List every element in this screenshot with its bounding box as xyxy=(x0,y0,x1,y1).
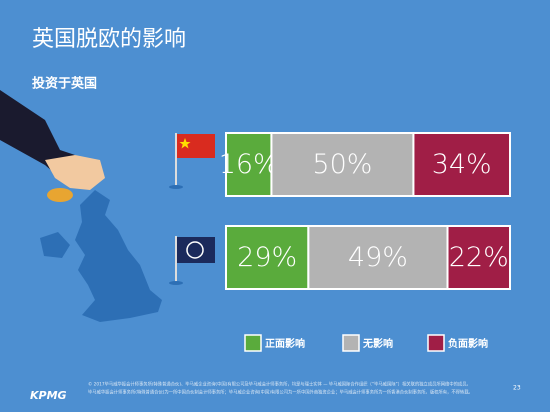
flag-base xyxy=(169,281,183,285)
value-label: 22% xyxy=(449,242,509,273)
bar-segment xyxy=(225,132,273,197)
page-number: 23 xyxy=(513,385,521,392)
subtitle: 投资于英国 xyxy=(32,76,97,92)
bar-segment xyxy=(446,225,511,290)
world-flag xyxy=(177,237,215,263)
value-label: 34% xyxy=(432,149,492,180)
flag-star xyxy=(179,138,191,149)
logo: KPMG xyxy=(30,389,67,402)
coin xyxy=(47,188,73,202)
bar-segment xyxy=(225,225,310,290)
hand xyxy=(45,155,105,190)
ireland-map xyxy=(40,232,70,258)
footnote: © 2017毕马威华振会计师事务所(特殊普通合伙)、毕马威企业咨询(中国)有限公… xyxy=(88,381,471,388)
legend-swatch xyxy=(244,334,262,352)
bar-segment xyxy=(412,132,511,197)
footnote: 毕马威华振会计师事务所(特殊普通合伙)为一所中国合伙制会计师事务所；毕马威企业咨… xyxy=(88,389,473,396)
globe xyxy=(186,241,204,259)
legend-swatch xyxy=(342,334,360,352)
value-label: 29% xyxy=(237,242,297,273)
legend-label: 正面影响 xyxy=(265,337,305,350)
value-label: 16% xyxy=(219,149,279,180)
bar-segment xyxy=(307,225,449,290)
value-label: 50% xyxy=(312,149,372,180)
title: 英国脱欧的影响 xyxy=(32,27,186,52)
value-label: 49% xyxy=(348,242,408,273)
uk-map xyxy=(75,190,162,322)
legend-swatch xyxy=(427,334,445,352)
legend-label: 负面影响 xyxy=(448,337,488,350)
flag-base xyxy=(169,185,183,189)
legend-label: 无影响 xyxy=(362,337,393,350)
